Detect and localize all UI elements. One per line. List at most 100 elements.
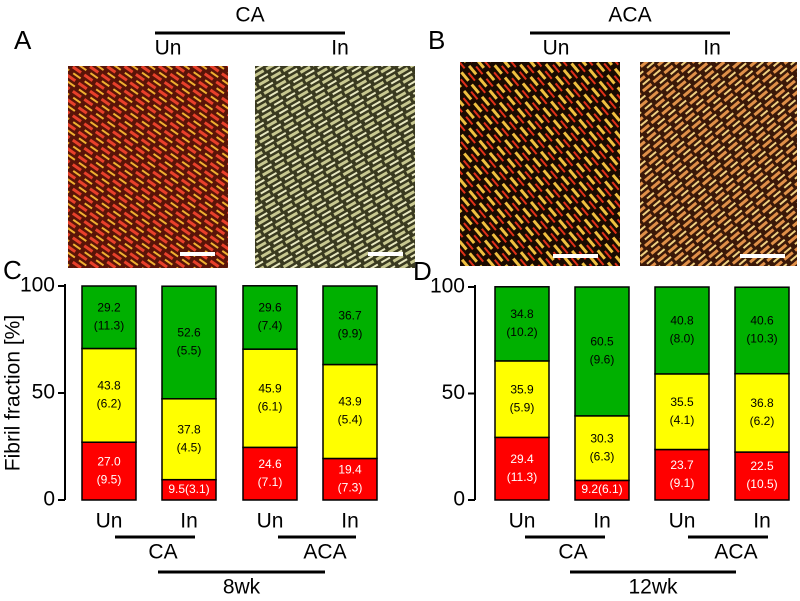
sd-label: (9.1) <box>670 476 695 490</box>
value-label: 29.4 <box>510 452 534 466</box>
panel-label: A <box>14 25 32 55</box>
bar-segment <box>81 285 137 350</box>
y-tick-label: 0 <box>43 488 55 511</box>
value-label: 40.6 <box>750 314 774 328</box>
value-label: 37.8 <box>177 422 201 436</box>
value-label: 30.3 <box>590 431 614 445</box>
x-tick-label: In <box>753 510 771 533</box>
value-label: 29.6 <box>258 301 282 315</box>
y-tick-label: 50 <box>442 381 465 404</box>
bar-segment <box>494 286 550 362</box>
sd-label: (5.4) <box>338 413 363 427</box>
value-label: 36.8 <box>750 396 774 410</box>
x-tick-label: Un <box>669 510 696 533</box>
x-tick-label: Un <box>257 510 284 533</box>
x-tick-label: Un <box>509 510 536 533</box>
value-label: 35.5 <box>670 395 694 409</box>
micrograph <box>68 66 228 268</box>
micrograph <box>255 66 415 268</box>
x-tick-label: In <box>593 510 611 533</box>
value-label: 22.5 <box>750 459 774 473</box>
value-label: 43.9 <box>338 395 362 409</box>
sd-label: (6.3) <box>590 449 615 463</box>
y-tick-label: 0 <box>453 488 465 511</box>
value-label: 43.8 <box>97 379 121 393</box>
sd-label: (9.6) <box>590 353 615 367</box>
panel-label: D <box>413 256 432 286</box>
bar-segment <box>494 436 550 501</box>
value-label: 40.8 <box>670 314 694 328</box>
y-tick-label: 100 <box>430 275 465 298</box>
micrograph <box>640 62 797 266</box>
y-tick-label: 50 <box>32 381 55 404</box>
bar-segment <box>494 360 550 439</box>
bar-segment <box>81 441 137 501</box>
bar-segment <box>654 448 710 501</box>
value-label: 34.8 <box>510 307 534 321</box>
y-axis-label: Fibril fraction [%] <box>2 315 25 471</box>
bar-segment <box>242 348 298 449</box>
bar-segment <box>161 285 217 400</box>
bar-segment <box>322 363 378 460</box>
sd-label: (6.2) <box>750 414 775 428</box>
value-label: 9.2 <box>581 482 598 496</box>
bar-segment <box>734 286 790 375</box>
timepoint-label: 8wk <box>223 576 261 599</box>
value-label: 60.5 <box>590 335 614 349</box>
bar-segment <box>574 415 630 482</box>
sd-label: (8.0) <box>670 332 695 346</box>
timepoint-label: 12wk <box>628 576 678 599</box>
group-label: ACA <box>303 541 346 564</box>
group-label: ACA <box>714 541 757 564</box>
sd-label: (9.9) <box>338 326 363 340</box>
condition-label: In <box>331 37 349 60</box>
group-label: ACA <box>608 4 651 27</box>
value-label: 27.0 <box>97 454 121 468</box>
bar-segment <box>654 286 710 375</box>
sd-label: (6.2) <box>97 397 122 411</box>
panel-label: C <box>3 255 22 285</box>
micrograph <box>460 62 620 266</box>
x-tick-label: In <box>180 510 198 533</box>
value-label: 9.5 <box>168 482 185 496</box>
sd-label: (10.3) <box>746 332 777 346</box>
sd-label: (11.3) <box>507 470 537 484</box>
value-label: 45.9 <box>258 381 282 395</box>
bar-segment <box>81 347 137 443</box>
x-tick-label: In <box>341 510 359 533</box>
sd-label: (10.5) <box>746 477 777 491</box>
sd-label: (7.4) <box>258 319 283 333</box>
sd-label: (6.1) <box>598 482 623 496</box>
data-label: 9.2(6.1) <box>581 482 622 496</box>
y-tick-label: 100 <box>20 274 55 297</box>
sd-label: (9.5) <box>97 472 122 486</box>
sd-label: (10.2) <box>506 325 537 339</box>
bar-segment <box>322 457 378 501</box>
value-label: 24.6 <box>258 457 282 471</box>
x-tick-label: Un <box>96 510 123 533</box>
sd-label: (7.1) <box>258 475 283 489</box>
sd-label: (5.5) <box>177 344 202 358</box>
data-label: 9.5(3.1) <box>168 482 209 496</box>
sd-label: (7.3) <box>338 480 363 494</box>
bar-segment <box>242 285 298 350</box>
sd-label: (6.1) <box>258 399 283 413</box>
bar-segment <box>734 451 790 501</box>
condition-label: In <box>703 37 721 60</box>
sd-label: (3.1) <box>185 482 210 496</box>
value-label: 29.2 <box>97 300 121 314</box>
bar-segment <box>734 372 790 453</box>
panel-label: B <box>428 25 445 55</box>
value-label: 35.9 <box>510 382 534 396</box>
bar-segment <box>654 373 710 451</box>
bar-segment <box>574 286 630 417</box>
bar-segment <box>161 398 217 481</box>
group-label: CA <box>148 541 177 564</box>
sd-label: (4.1) <box>670 413 695 427</box>
value-label: 19.4 <box>338 462 362 476</box>
value-label: 23.7 <box>670 458 694 472</box>
sd-label: (4.5) <box>177 440 202 454</box>
condition-label: Un <box>155 37 182 60</box>
value-label: 52.6 <box>177 326 201 340</box>
